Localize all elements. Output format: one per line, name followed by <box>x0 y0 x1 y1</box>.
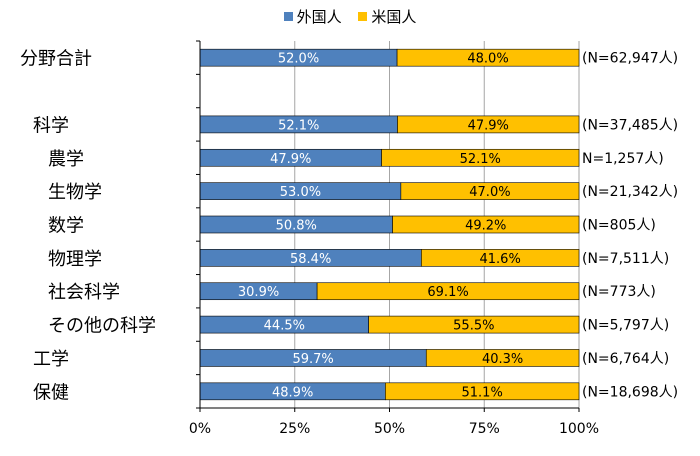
n-label: (N=37,485人) <box>582 117 678 133</box>
category-label: その他の科学 <box>48 316 156 337</box>
category-label: 科学 <box>33 115 69 136</box>
bar-segment-us <box>316 282 580 301</box>
data-label: 47.9% <box>270 152 311 167</box>
x-tick-label: 75% <box>469 421 500 437</box>
data-label: 30.9% <box>238 285 279 300</box>
data-label: 55.5% <box>453 319 494 334</box>
data-label: 52.1% <box>460 152 501 167</box>
data-label: 59.7% <box>292 352 333 367</box>
x-tick-label: 0% <box>189 421 211 437</box>
n-label: (N=62,947人) <box>582 51 678 67</box>
legend-swatch-us <box>358 12 368 21</box>
data-label: 44.5% <box>264 319 305 334</box>
n-label: (N=5,797人) <box>582 318 669 334</box>
category-label: 農学 <box>48 149 84 170</box>
x-tick-label: 25% <box>279 421 310 437</box>
x-tick-label: 50% <box>374 421 405 437</box>
legend-swatch-foreign <box>283 12 293 21</box>
bar-segment-us <box>396 48 580 67</box>
data-label: 53.0% <box>280 185 321 200</box>
bar-segment-us <box>381 148 580 167</box>
data-label: 51.1% <box>462 385 503 400</box>
data-label: 49.2% <box>465 219 506 234</box>
data-label: 48.0% <box>467 52 508 67</box>
bar-segment-us <box>400 182 580 200</box>
category-label: 生物学 <box>48 182 102 203</box>
bar-segment-us <box>425 349 580 367</box>
bar-segment-us <box>392 215 580 234</box>
n-label: (N=773人) <box>582 284 656 300</box>
n-label: (N=6,764人) <box>582 351 669 367</box>
data-label: 69.1% <box>427 285 468 300</box>
legend-label-foreign: 外国人 <box>296 8 342 26</box>
bar-segment-us <box>397 115 580 134</box>
legend-item-us: 米国人 <box>358 6 416 27</box>
bar-segment-us <box>385 382 580 401</box>
legend-item-foreign: 外国人 <box>283 6 342 27</box>
n-label: (N=21,342人) <box>582 184 678 200</box>
category-label: 分野合計 <box>20 49 92 70</box>
n-label: N=1,257人) <box>582 151 664 167</box>
data-label: 52.0% <box>278 52 319 67</box>
bar-segment-us <box>421 249 580 267</box>
category-label: 数学 <box>48 216 84 237</box>
data-label: 40.3% <box>482 352 523 367</box>
n-label: (N=7,511人) <box>582 251 669 267</box>
data-label: 47.9% <box>468 118 509 133</box>
x-tick-label: 100% <box>559 421 599 437</box>
chart-legend: 外国人 米国人 <box>0 6 700 27</box>
n-label: (N=805人) <box>582 218 656 234</box>
data-label: 50.8% <box>276 219 317 234</box>
category-label: 物理学 <box>48 249 102 270</box>
n-label: (N=18,698人) <box>582 384 678 400</box>
category-label: 社会科学 <box>48 282 120 303</box>
legend-label-us: 米国人 <box>371 8 417 26</box>
bar-segment-us <box>368 315 580 334</box>
data-label: 41.6% <box>480 252 521 267</box>
category-label: 保健 <box>33 382 69 403</box>
data-label: 52.1% <box>278 118 319 133</box>
data-label: 48.9% <box>272 385 313 400</box>
category-label: 工学 <box>33 349 69 370</box>
data-label: 58.4% <box>290 252 331 267</box>
data-label: 47.0% <box>469 185 510 200</box>
